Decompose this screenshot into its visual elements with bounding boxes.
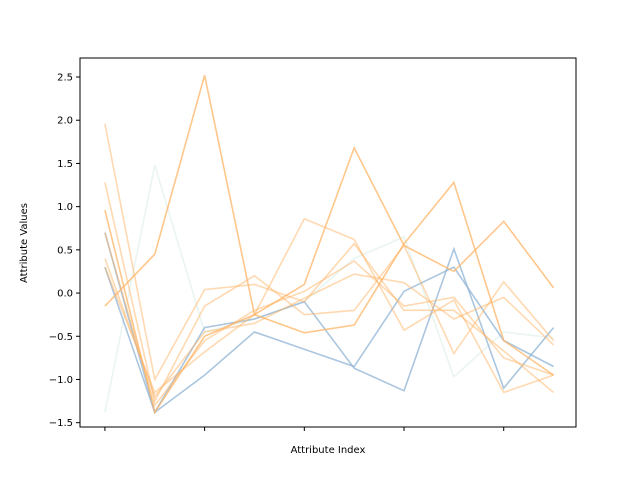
y-tick-label-1: −1.0 xyxy=(49,375,73,386)
y-tick-label-3: 0.0 xyxy=(57,289,73,300)
series-line-9 xyxy=(104,232,554,408)
y-tick-label-8: 2.5 xyxy=(57,73,73,84)
series-line-1 xyxy=(104,232,554,414)
series-line-5 xyxy=(104,123,555,394)
plot-area-frame xyxy=(79,57,577,428)
y-axis-ticks: −1.5 −1.0 −0.5 0.0 0.5 1.0 1.5 2.0 2.5 xyxy=(49,73,80,429)
series-line-0 xyxy=(104,164,554,413)
series-line-3 xyxy=(104,75,555,376)
series-line-6 xyxy=(104,182,555,404)
series-layer xyxy=(104,75,555,415)
y-tick-label-7: 2.0 xyxy=(57,116,73,127)
series-line-8 xyxy=(104,258,555,399)
x-axis-ticks xyxy=(104,427,505,431)
y-tick-label-0: −1.5 xyxy=(49,418,73,429)
x-axis-label: Attribute Index xyxy=(291,445,366,456)
y-axis-label: Attribute Values xyxy=(19,203,30,283)
y-tick-label-5: 1.0 xyxy=(57,202,73,213)
y-tick-label-2: −0.5 xyxy=(49,332,73,343)
y-tick-label-4: 0.5 xyxy=(57,245,73,256)
y-tick-label-6: 1.5 xyxy=(57,159,73,170)
